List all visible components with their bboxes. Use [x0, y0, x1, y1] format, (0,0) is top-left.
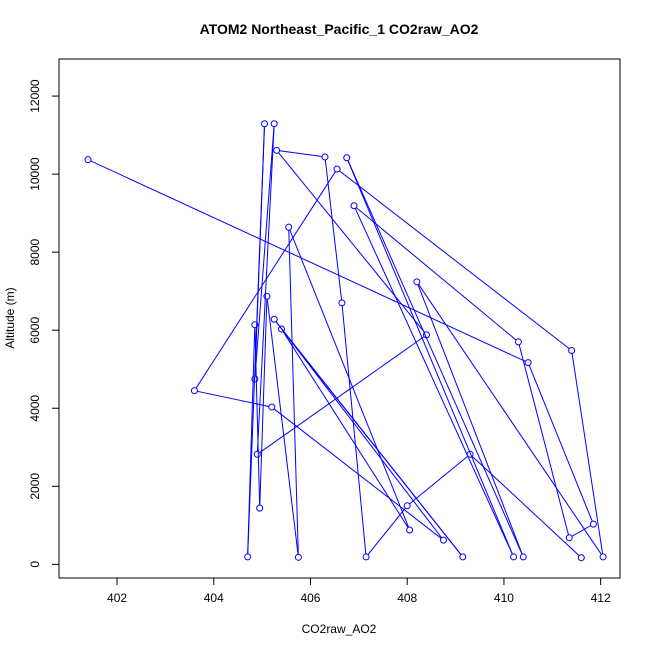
data-point: [350, 202, 358, 210]
data-point: [261, 120, 269, 128]
y-tick-label: 2000: [28, 473, 42, 500]
x-tick-label: 410: [494, 591, 514, 605]
series-segment: [418, 284, 602, 555]
series-segment: [288, 230, 299, 555]
data-point: [84, 156, 92, 164]
data-point: [439, 536, 447, 544]
data-point: [256, 504, 264, 512]
y-tick-label: 12000: [28, 79, 42, 113]
series-segment: [278, 152, 426, 333]
data-point: [321, 153, 329, 161]
data-point: [510, 553, 518, 561]
y-tick-label: 4000: [28, 395, 42, 422]
chart-title: ATOM2 Northeast_Pacific_1 CO2raw_AO2: [200, 21, 479, 37]
data-point: [251, 321, 259, 329]
data-point: [285, 223, 293, 231]
series-segment: [282, 331, 462, 555]
data-point: [270, 315, 278, 323]
series-segment: [471, 455, 580, 557]
plot-frame: [58, 58, 621, 579]
data-point: [362, 553, 370, 561]
x-axis: 402 404 406 408 410 412: [107, 577, 611, 605]
x-tick-label: 412: [591, 591, 611, 605]
series-segment: [341, 305, 367, 554]
data-point: [273, 146, 281, 154]
series-segment: [254, 126, 265, 377]
series-segment: [409, 455, 469, 505]
y-tick-label: 8000: [28, 238, 42, 265]
series-segment: [273, 408, 442, 539]
y-tick-label: 0: [28, 561, 42, 568]
data-point: [403, 502, 411, 510]
series-segment: [282, 331, 409, 528]
series-segment: [528, 365, 593, 522]
series-segment: [197, 390, 269, 407]
data-point: [343, 154, 351, 162]
data-point: [413, 278, 421, 286]
series-segment: [259, 336, 425, 453]
data-point: [565, 534, 573, 542]
series-segment: [254, 126, 275, 377]
data-point: [577, 554, 585, 562]
data-point: [589, 520, 597, 528]
series-segment: [571, 353, 604, 555]
series-segment: [347, 160, 523, 555]
data-point: [338, 299, 346, 307]
x-tick-label: 408: [397, 591, 417, 605]
data-point: [190, 387, 198, 395]
data-point: [277, 325, 285, 333]
x-tick-label: 402: [107, 591, 127, 605]
series-segment: [367, 507, 406, 555]
data-point: [406, 526, 414, 534]
series-segment: [417, 284, 523, 555]
series-segment: [339, 170, 570, 350]
data-point: [514, 338, 522, 346]
y-axis: 0 2000 4000 6000 8000 10000 12000: [28, 79, 60, 568]
series-segment: [324, 159, 343, 300]
data-point: [263, 292, 271, 300]
data-point: [568, 346, 576, 354]
y-tick-label: 6000: [28, 317, 42, 344]
series-segment: [266, 299, 299, 555]
data-point: [599, 553, 607, 561]
data-point: [270, 120, 278, 128]
series-segment: [256, 126, 275, 452]
x-tick-label: 404: [204, 591, 224, 605]
series-segment: [347, 160, 513, 555]
series-segment: [518, 344, 569, 536]
x-axis-label: CO2raw_AO2: [302, 622, 377, 636]
data-point: [524, 359, 532, 367]
data-point: [253, 450, 261, 458]
data-point: [466, 450, 474, 458]
data-point: [268, 403, 276, 411]
series-segment: [259, 299, 268, 506]
series-segment: [90, 160, 526, 362]
data-point: [294, 553, 302, 561]
data-point: [423, 331, 431, 339]
series-segment: [279, 150, 323, 158]
y-axis-label: Altitude (m): [3, 287, 17, 348]
data-series: [84, 120, 607, 562]
data-point: [519, 553, 527, 561]
data-point: [459, 553, 467, 561]
series-segment: [356, 207, 517, 341]
series-segment: [571, 525, 592, 537]
data-point: [333, 165, 341, 173]
y-tick-label: 10000: [28, 157, 42, 191]
series-segment: [354, 208, 513, 555]
x-tick-label: 406: [300, 591, 320, 605]
data-point: [244, 553, 252, 561]
data-point: [251, 375, 259, 383]
